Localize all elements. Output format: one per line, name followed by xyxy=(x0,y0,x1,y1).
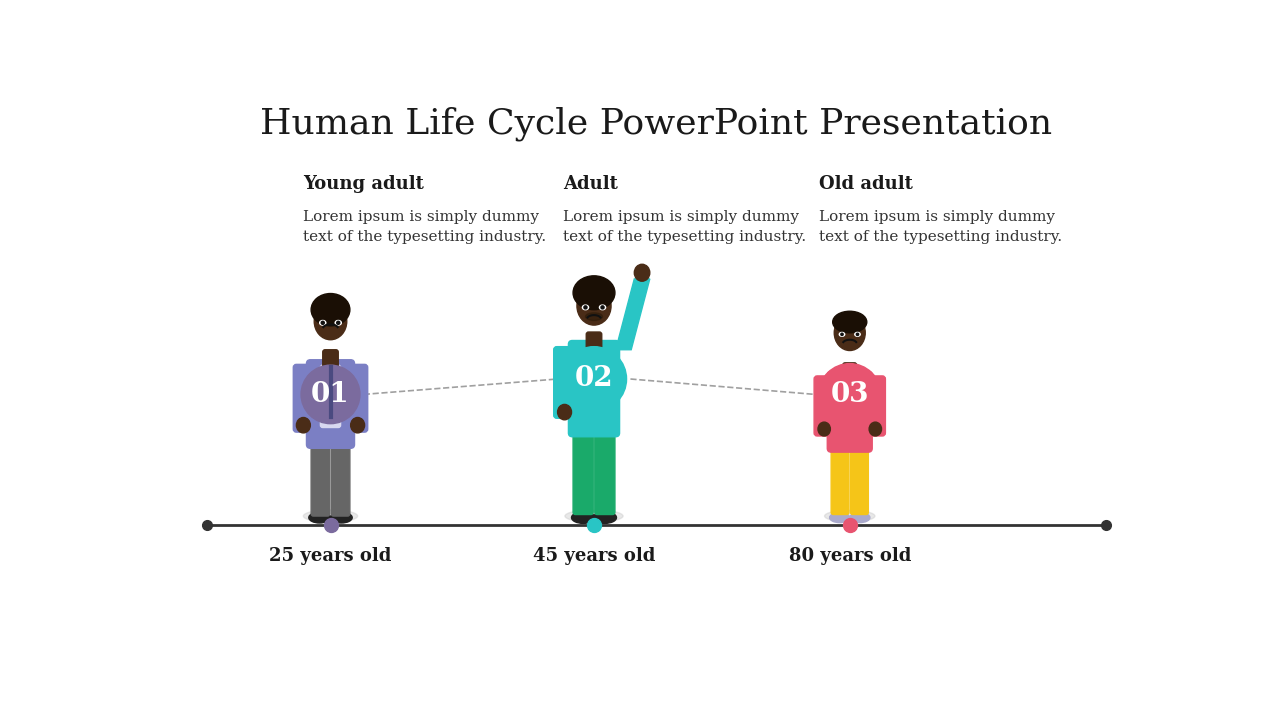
FancyBboxPatch shape xyxy=(827,372,872,452)
Text: 03: 03 xyxy=(831,381,869,408)
FancyBboxPatch shape xyxy=(573,427,593,515)
Text: 01: 01 xyxy=(311,381,349,408)
Ellipse shape xyxy=(582,305,589,310)
FancyBboxPatch shape xyxy=(570,373,618,397)
Ellipse shape xyxy=(833,311,867,333)
Ellipse shape xyxy=(856,333,859,336)
Ellipse shape xyxy=(558,405,572,420)
Circle shape xyxy=(562,346,626,411)
Ellipse shape xyxy=(351,418,365,433)
Ellipse shape xyxy=(572,512,595,523)
Ellipse shape xyxy=(564,510,623,522)
Ellipse shape xyxy=(855,333,860,336)
Ellipse shape xyxy=(835,315,865,351)
Text: 80 years old: 80 years old xyxy=(788,547,911,565)
FancyBboxPatch shape xyxy=(293,364,314,432)
Ellipse shape xyxy=(818,422,831,436)
Ellipse shape xyxy=(840,333,845,336)
FancyBboxPatch shape xyxy=(865,376,886,436)
Ellipse shape xyxy=(585,312,603,320)
Ellipse shape xyxy=(635,264,650,282)
Ellipse shape xyxy=(850,513,870,523)
FancyBboxPatch shape xyxy=(814,376,835,436)
Ellipse shape xyxy=(308,512,330,523)
Ellipse shape xyxy=(599,305,605,310)
Ellipse shape xyxy=(330,512,352,523)
FancyBboxPatch shape xyxy=(831,442,849,515)
Ellipse shape xyxy=(577,287,611,325)
Circle shape xyxy=(819,364,881,426)
Ellipse shape xyxy=(841,333,844,336)
Ellipse shape xyxy=(602,306,604,309)
FancyBboxPatch shape xyxy=(554,346,576,418)
FancyBboxPatch shape xyxy=(320,365,340,428)
Ellipse shape xyxy=(337,321,339,324)
Polygon shape xyxy=(616,279,650,350)
Ellipse shape xyxy=(335,320,342,325)
FancyBboxPatch shape xyxy=(323,350,338,370)
FancyBboxPatch shape xyxy=(348,364,367,432)
Text: Human Life Cycle PowerPoint Presentation: Human Life Cycle PowerPoint Presentation xyxy=(260,106,1052,140)
Ellipse shape xyxy=(829,513,850,523)
Text: 02: 02 xyxy=(575,366,613,392)
Ellipse shape xyxy=(593,512,617,523)
Ellipse shape xyxy=(824,510,876,522)
FancyBboxPatch shape xyxy=(842,363,856,382)
FancyBboxPatch shape xyxy=(311,438,330,516)
Ellipse shape xyxy=(869,422,882,436)
Ellipse shape xyxy=(311,294,349,326)
Text: Lorem ipsum is simply dummy
text of the typesetting industry.: Lorem ipsum is simply dummy text of the … xyxy=(819,210,1062,244)
Ellipse shape xyxy=(297,418,310,433)
Ellipse shape xyxy=(584,306,588,309)
Ellipse shape xyxy=(303,510,357,522)
FancyBboxPatch shape xyxy=(586,332,602,352)
Text: Lorem ipsum is simply dummy
text of the typesetting industry.: Lorem ipsum is simply dummy text of the … xyxy=(563,210,806,244)
Text: Adult: Adult xyxy=(563,175,618,193)
FancyBboxPatch shape xyxy=(306,360,355,449)
Ellipse shape xyxy=(320,320,326,325)
FancyBboxPatch shape xyxy=(568,341,620,437)
Text: 25 years old: 25 years old xyxy=(269,547,392,565)
Text: Young adult: Young adult xyxy=(303,175,424,193)
FancyBboxPatch shape xyxy=(595,427,614,515)
Ellipse shape xyxy=(573,276,614,310)
Ellipse shape xyxy=(314,303,347,340)
Text: Lorem ipsum is simply dummy
text of the typesetting industry.: Lorem ipsum is simply dummy text of the … xyxy=(303,210,547,244)
FancyBboxPatch shape xyxy=(850,442,868,515)
Ellipse shape xyxy=(321,321,324,324)
FancyBboxPatch shape xyxy=(332,438,349,516)
Circle shape xyxy=(301,365,360,423)
Text: Old adult: Old adult xyxy=(819,175,913,193)
Text: 45 years old: 45 years old xyxy=(532,547,655,565)
